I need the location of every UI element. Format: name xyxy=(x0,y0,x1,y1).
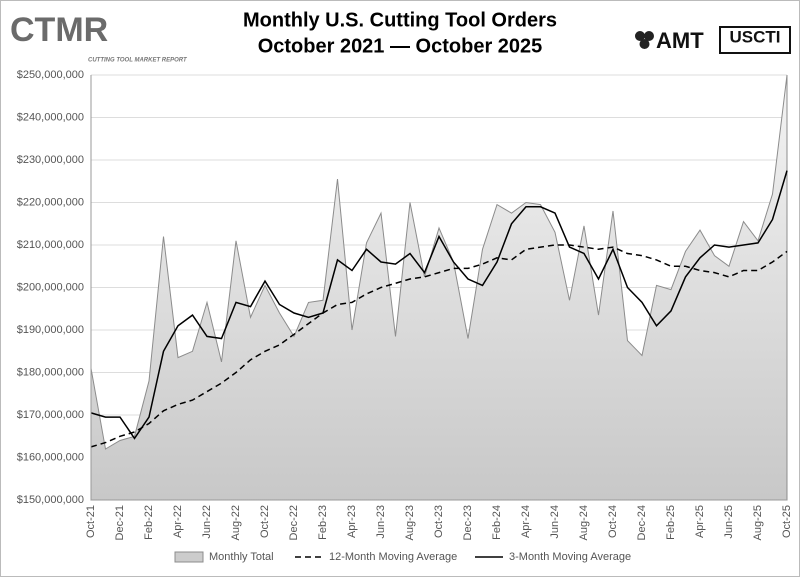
ctmr-logo: CTMR xyxy=(10,11,108,49)
x-tick-label: Aug-24 xyxy=(578,505,590,540)
x-tick-label: Jun-24 xyxy=(549,505,561,539)
y-tick-label: $170,000,000 xyxy=(17,409,84,421)
legend-label: 3-Month Moving Average xyxy=(509,551,631,563)
chart-subtitle: October 2021 — October 2025 xyxy=(258,35,543,57)
ctmr-tagline: CUTTING TOOL MARKET REPORT xyxy=(88,58,188,64)
line xyxy=(90,170,788,440)
x-tick-label: Apr-22 xyxy=(172,505,184,538)
logo-mark xyxy=(639,39,650,49)
y-tick-label: $200,000,000 xyxy=(17,281,84,293)
x-tick-label: Feb-24 xyxy=(491,505,503,540)
x-tick-label: Apr-25 xyxy=(694,505,706,538)
uscti-logo xyxy=(719,26,791,54)
x-tick-label: Aug-23 xyxy=(404,505,416,540)
y-tick-label: $160,000,000 xyxy=(17,451,84,463)
x-tick-label: Feb-25 xyxy=(665,505,677,540)
x-tick-label: Jun-23 xyxy=(375,505,387,539)
x-tick-label: Oct-24 xyxy=(607,505,619,538)
legend-label: Monthly Total xyxy=(209,551,274,563)
y-tick-label: $230,000,000 xyxy=(17,154,84,166)
x-tick-label: Dec-21 xyxy=(114,505,126,540)
x-tick-label: Oct-22 xyxy=(259,505,271,538)
legend-swatch xyxy=(174,551,204,563)
x-tick-label: Apr-23 xyxy=(346,505,358,538)
logo-mark xyxy=(635,31,645,41)
x-tick-label: Apr-24 xyxy=(520,505,532,538)
x-tick-label: Dec-24 xyxy=(636,505,648,540)
logo-mark xyxy=(644,31,654,41)
x-tick-label: Aug-22 xyxy=(230,505,242,540)
plot: $150,000,000 $160,000,000 $170,000,000 $180… xyxy=(17,69,793,563)
y-tick-label: $250,000,000 xyxy=(17,69,84,81)
x-tick-label: Feb-23 xyxy=(317,505,329,540)
amt-logo: AMT xyxy=(635,28,704,53)
x-tick-label: Dec-22 xyxy=(288,505,300,540)
y-tick-label: $240,000,000 xyxy=(17,111,84,123)
x-tick-label: Dec-23 xyxy=(462,505,474,540)
x-tick-label: Oct-23 xyxy=(433,505,445,538)
x-tick-label: Oct-21 xyxy=(85,505,97,538)
chart-title: Monthly U.S. Cutting Tool Orders xyxy=(243,9,557,31)
legend-label: 12-Month Moving Average xyxy=(329,551,457,563)
amt-text: AMT xyxy=(656,28,704,53)
x-tick-label: Oct-25 xyxy=(781,505,793,538)
y-tick-label: $180,000,000 xyxy=(17,366,84,378)
x-tick-label: Jun-25 xyxy=(723,505,735,539)
area xyxy=(90,74,788,501)
x-tick-label: Feb-22 xyxy=(143,505,155,540)
y-tick-label: $150,000,000 xyxy=(17,494,84,506)
uscti-text: USCTI xyxy=(730,27,781,46)
x-tick-label: Aug-25 xyxy=(752,505,764,540)
y-tick-label: $190,000,000 xyxy=(17,324,84,336)
y-tick-label: $210,000,000 xyxy=(17,239,84,251)
x-tick-label: Jun-22 xyxy=(201,505,213,539)
line xyxy=(90,244,788,448)
y-tick-label: $220,000,000 xyxy=(17,196,84,208)
